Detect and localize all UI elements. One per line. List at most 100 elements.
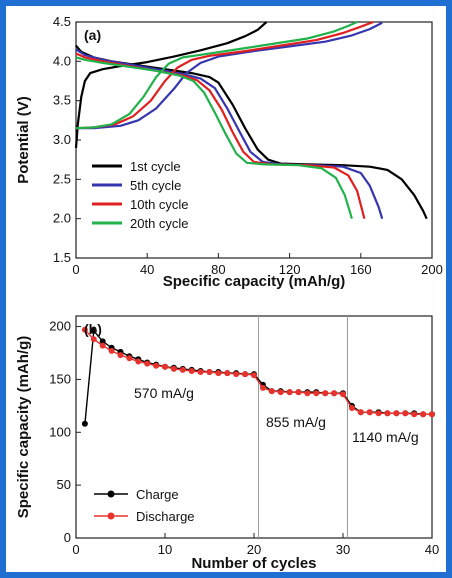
panel-a-legend-label: 10th cycle — [130, 197, 189, 212]
panel-a-y-tick-label: 3.5 — [53, 93, 71, 108]
panel-b-point-charge — [90, 327, 97, 334]
panel-b-point-discharge — [420, 411, 427, 418]
panel-a-legend-label: 5th cycle — [130, 178, 181, 193]
panel-a-x-tick-label: 200 — [421, 262, 443, 277]
panel-b-point-discharge — [233, 371, 240, 378]
panel-a-charge-curve-series-2 — [75, 20, 374, 130]
panel-a-legend-label: 20th cycle — [130, 216, 189, 231]
panel-b-point-discharge — [322, 390, 329, 397]
panel-b-y-tick-label: 0 — [64, 530, 71, 545]
annotation-1140-mA-g: 1140 mA/g — [352, 429, 419, 445]
panel-b-legend-label: Discharge — [136, 509, 195, 524]
panel-b-frame — [75, 315, 433, 539]
panel-a-y-tick-label: 4.0 — [53, 53, 71, 68]
panel-b-x-tick-label: 10 — [158, 542, 172, 557]
panel-a-x-tick-label: 40 — [140, 262, 154, 277]
panel-b-point-discharge — [277, 389, 284, 396]
panel-b-point-discharge — [348, 405, 355, 411]
panel-b-point-discharge — [170, 365, 177, 372]
panel-b: 0 10 20 30 40 0 50 100 150 200 (b) 570 mA/g 855 m… — [15, 315, 439, 572]
panel-a-y-axis-title: Potential (V) — [15, 96, 32, 184]
annotation-570-mA-g: 570 mA/g — [134, 385, 194, 401]
panel-b-point-discharge — [90, 336, 97, 343]
panel-b-point-discharge — [268, 388, 275, 395]
panel-b-point-discharge — [429, 411, 435, 418]
panel-b-point-discharge — [331, 390, 338, 397]
panel-b-ticks: 0 10 20 30 40 0 50 100 150 200 — [49, 319, 439, 557]
panel-b-x-tick-label: 20 — [247, 542, 261, 557]
panel-a-x-tick-label: 0 — [72, 262, 79, 277]
panel-a-y-tick-label: 2.0 — [53, 211, 71, 226]
panel-a-legend: 1st cycle 5th cycle 10th cycle 20th cycle — [92, 159, 189, 231]
panel-b-point-discharge — [188, 368, 195, 374]
panel-b-point-discharge — [357, 409, 364, 416]
panel-b-x-tick-label: 30 — [336, 542, 350, 557]
panel-b-point-discharge — [286, 389, 293, 396]
panel-a-y-tick-label: 4.5 — [53, 14, 71, 29]
panel-a-discharge-curve-series-1 — [75, 48, 384, 220]
panel-b-legend: Charge Discharge — [94, 487, 195, 524]
panel-b-point-discharge — [251, 372, 257, 379]
panel-b-point-discharge — [215, 370, 222, 377]
panel-b-point-discharge — [197, 369, 204, 375]
panel-b-point-discharge — [153, 362, 160, 369]
panel-b-y-axis-title: Specific capacity (mAh/g) — [15, 336, 32, 519]
panel-b-point-discharge — [81, 326, 88, 333]
panel-b-point-discharge — [340, 391, 346, 398]
panel-a-x-tick-label: 120 — [279, 262, 301, 277]
panel-b-point-discharge — [304, 390, 311, 397]
panel-b-y-tick-label: 200 — [49, 319, 71, 334]
panel-b-point-discharge — [411, 411, 418, 418]
panel-a-discharge-curve-series-3 — [75, 56, 353, 220]
panel-b-point-discharge — [402, 410, 409, 417]
panel-b-point-discharge — [206, 369, 213, 375]
panel-b-point-discharge — [224, 370, 231, 377]
panel-b-point-discharge — [126, 355, 133, 362]
panel-b-point-charge — [99, 338, 106, 345]
panel-b-legend-label: Charge — [136, 487, 179, 502]
panel-b-point-discharge — [108, 347, 115, 354]
panel-b-point-discharge — [375, 410, 382, 417]
panel-a-frame — [75, 21, 433, 259]
annotation-855-mA-g: 855 mA/g — [266, 414, 326, 430]
panel-a-charge-curve-series-3 — [75, 20, 358, 130]
panel-a-ticks: 0 40 80 120 160 200 1.5 2.0 2.5 3.0 3.5 4.0 4.5 — [53, 14, 443, 277]
panel-a-series — [74, 20, 428, 220]
panel-b-point-charge — [81, 420, 88, 427]
panel-a-label: (a) — [84, 27, 101, 43]
panel-b-y-tick-label: 100 — [49, 424, 71, 439]
panel-b-x-tick-label: 40 — [425, 542, 439, 557]
panel-b-point-discharge — [393, 410, 400, 417]
panel-b-point-discharge — [259, 384, 266, 391]
panel-b-series — [81, 326, 435, 427]
panel-a-y-tick-label: 2.5 — [53, 171, 71, 186]
panel-b-point-discharge — [179, 366, 186, 373]
panel-a-y-tick-label: 1.5 — [53, 250, 71, 265]
panel-b-label: (b) — [84, 321, 102, 337]
panel-a-charge-curve-series-1 — [76, 21, 383, 130]
panel-b-point-discharge — [384, 410, 391, 417]
panel-b-x-axis-title: Number of cycles — [191, 555, 316, 572]
panel-a-x-tick-label: 160 — [350, 262, 372, 277]
panel-a-x-axis-title: Specific capacity (mAh/g) — [163, 273, 346, 290]
panel-b-point-discharge — [295, 389, 302, 396]
panel-b-point-discharge — [366, 409, 373, 416]
panel-a-legend-label: 1st cycle — [130, 159, 181, 174]
panel-b-x-tick-label: 0 — [72, 542, 79, 557]
panel-a-x-tick-label: 80 — [211, 262, 225, 277]
panel-b-point-discharge — [313, 390, 320, 397]
panel-b-legend-marker — [107, 512, 115, 520]
panel-b-point-discharge — [117, 352, 124, 359]
panel-b-point-discharge — [99, 342, 106, 349]
panel-b-legend-marker — [107, 490, 115, 498]
panel-b-y-tick-label: 50 — [57, 477, 71, 492]
panel-b-rate-dividers — [257, 316, 348, 538]
panel-b-point-discharge — [144, 360, 151, 367]
panel-b-y-tick-label: 150 — [49, 371, 71, 386]
panel-b-point-discharge — [135, 358, 142, 365]
panel-b-point-discharge — [162, 363, 168, 370]
panel-b-point-discharge — [242, 371, 249, 378]
